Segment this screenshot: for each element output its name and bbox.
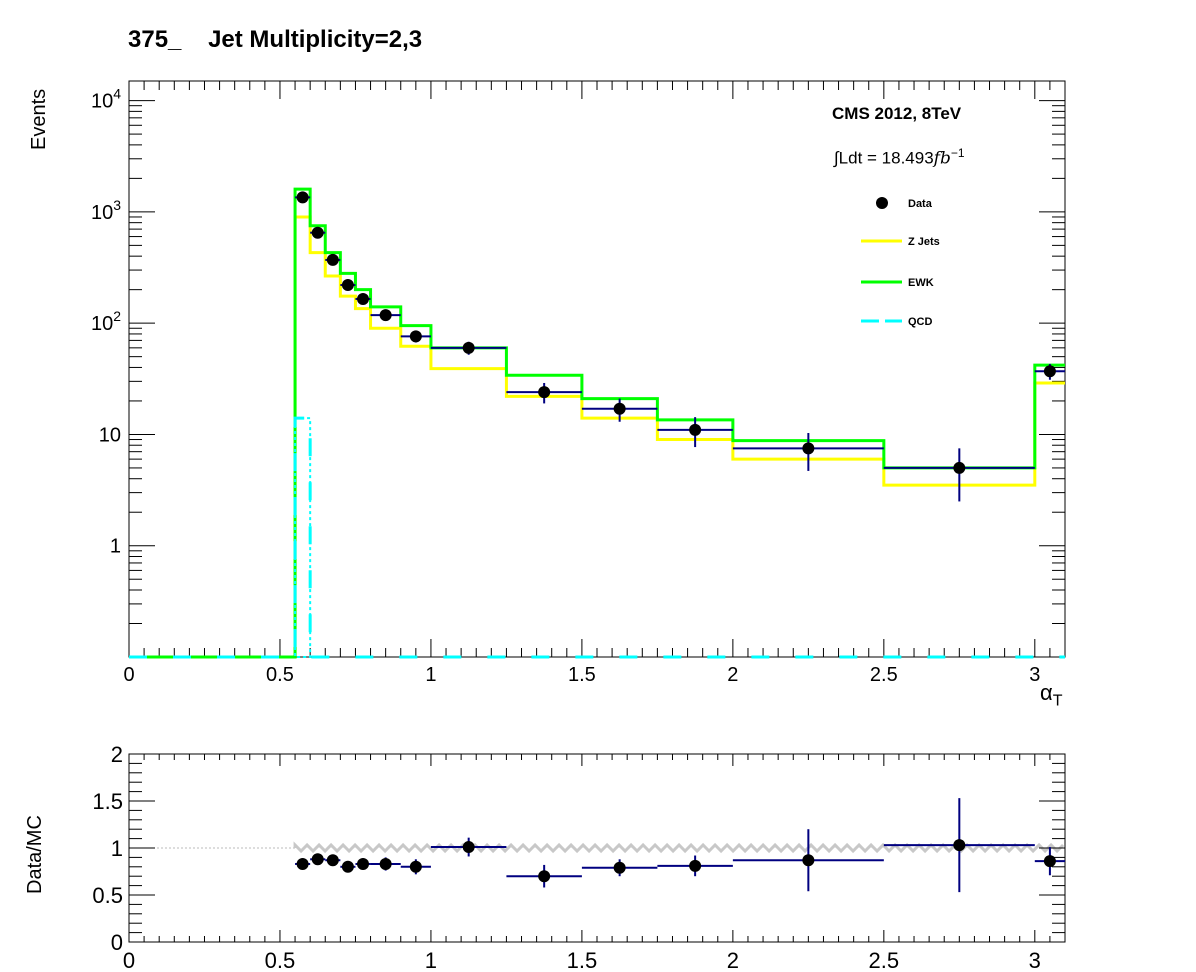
ratio-point: [538, 870, 551, 883]
ratio-x-tick-label: 3: [1029, 948, 1041, 972]
ratio-point: [409, 860, 422, 873]
ratio-x-tick-label: 1: [425, 948, 437, 972]
data-point: [802, 442, 815, 455]
x-tick-label: 0: [123, 664, 134, 686]
ratio-y-tick-label: 1: [111, 836, 123, 861]
ratio-point: [1043, 855, 1056, 868]
luminosity-label: ∫Ldt = 18.493fb−1: [834, 146, 965, 169]
data-point: [296, 191, 309, 204]
data-point: [311, 226, 324, 239]
x-tick-label: 1: [425, 664, 436, 686]
data-point: [409, 330, 422, 343]
qcd-uncertainty-band: [294, 417, 312, 658]
ratio-point: [357, 857, 369, 870]
legend-marker-data: [876, 197, 888, 209]
data-point: [953, 461, 966, 474]
y-tick-label: 103: [91, 197, 121, 224]
data-point: [689, 423, 702, 436]
ratio-point: [953, 839, 966, 852]
data-point: [379, 309, 392, 322]
lumi-unit: fb: [933, 148, 951, 169]
ratio-y-tick-label: 1.5: [92, 789, 123, 814]
ratio-y-tick-label: 2: [111, 742, 123, 767]
y-tick-label: 10: [99, 424, 121, 446]
legend-label-qcd: QCD: [908, 316, 933, 328]
ratio-x-tick-label: 0: [123, 948, 135, 972]
lumi-value: 18.493: [881, 148, 934, 168]
ratio-y-tick-label: 0.5: [92, 883, 123, 908]
y-tick-label: 102: [91, 308, 121, 335]
x-axis-label: αT: [1040, 680, 1063, 710]
ratio-point: [379, 857, 392, 870]
ratio-y-tick-label: 0: [111, 930, 123, 955]
y-tick-label: 1: [110, 536, 121, 558]
data-point: [357, 292, 369, 305]
chart-title: 375_ Jet Multiplicity=2,3: [128, 26, 423, 53]
data-point: [326, 253, 339, 266]
z-jets-histogram: [129, 215, 1065, 659]
ratio-point: [613, 861, 626, 874]
qcd-histogram: [129, 416, 1065, 659]
ratio-mc-band: [293, 841, 1065, 854]
x-tick-label: 2.5: [870, 664, 898, 686]
ewk-histogram: [129, 187, 1065, 659]
main-frame: [128, 80, 1066, 658]
experiment-label: CMS 2012, 8TeV: [832, 104, 962, 123]
ratio-point: [326, 854, 339, 867]
data-point: [1043, 365, 1056, 378]
x-tick-label: 3: [1029, 664, 1040, 686]
x-tick-label: 1.5: [568, 664, 596, 686]
ratio-point: [689, 859, 702, 872]
x-tick-label: 0.5: [266, 664, 294, 686]
data-point: [613, 402, 626, 415]
data-point: [341, 279, 354, 292]
ratio-x-tick-label: 0.5: [265, 948, 296, 972]
legend-label-ewk: EWK: [908, 277, 934, 289]
ratio-point: [311, 853, 324, 866]
legend-label-data: Data: [908, 198, 933, 210]
ratio-point: [802, 854, 815, 867]
ratio-point: [462, 841, 475, 854]
ratio-point: [296, 857, 309, 870]
lumi-prefix: ∫Ldt =: [834, 148, 882, 168]
x-tick-label: 2: [727, 664, 738, 686]
ratio-x-tick-label: 2.5: [869, 948, 900, 972]
ratio-x-tick-label: 2: [727, 948, 739, 972]
legend-label-zjets: Z Jets: [908, 236, 940, 248]
y-tick-label: 104: [91, 86, 121, 113]
data-point: [538, 386, 551, 399]
lumi-exponent: −1: [950, 146, 965, 160]
data-point: [462, 341, 475, 354]
ratio-point: [341, 860, 354, 873]
ratio-x-tick-label: 1.5: [567, 948, 598, 972]
